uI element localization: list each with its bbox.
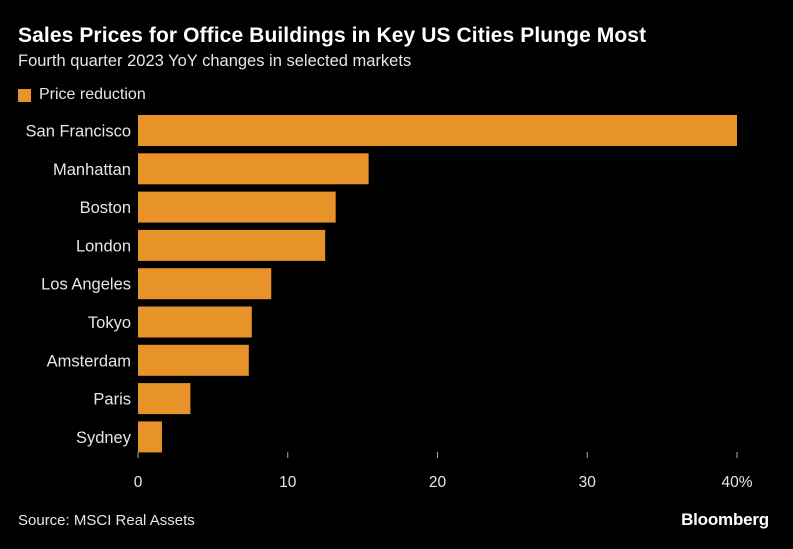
category-label: Manhattan bbox=[53, 161, 131, 179]
bar-sydney bbox=[138, 421, 162, 453]
category-label: Paris bbox=[93, 391, 131, 409]
bar-tokyo bbox=[138, 306, 252, 338]
source-note: Source: MSCI Real Assets bbox=[18, 512, 195, 529]
legend-swatch bbox=[18, 88, 31, 102]
category-label: Boston bbox=[80, 199, 131, 217]
bar-paris bbox=[138, 383, 191, 415]
x-tick-label: 10 bbox=[279, 474, 297, 491]
category-label: London bbox=[76, 237, 131, 255]
x-tick-label: 0 bbox=[134, 474, 143, 491]
x-tick-label: 30 bbox=[579, 474, 597, 491]
bar-amsterdam bbox=[138, 344, 249, 376]
chart-title: Sales Prices for Office Buildings in Key… bbox=[18, 24, 647, 47]
x-tick-label: 20 bbox=[429, 474, 447, 491]
bloomberg-logo: Bloomberg bbox=[681, 510, 769, 529]
category-label: Los Angeles bbox=[41, 276, 131, 294]
category-label: Sydney bbox=[76, 429, 132, 447]
bar-manhattan bbox=[138, 153, 369, 185]
category-label: San Francisco bbox=[26, 123, 131, 141]
bar-london bbox=[138, 229, 326, 261]
category-label: Amsterdam bbox=[47, 352, 131, 370]
chart-subtitle: Fourth quarter 2023 YoY changes in selec… bbox=[18, 52, 412, 70]
bar-san-francisco bbox=[138, 115, 737, 146]
legend-label: Price reduction bbox=[39, 86, 146, 103]
bar-boston bbox=[138, 191, 336, 223]
x-tick-label: 40% bbox=[721, 474, 752, 491]
category-label: Tokyo bbox=[88, 314, 131, 332]
bar-los-angeles bbox=[138, 268, 272, 300]
legend: Price reduction bbox=[18, 86, 146, 104]
